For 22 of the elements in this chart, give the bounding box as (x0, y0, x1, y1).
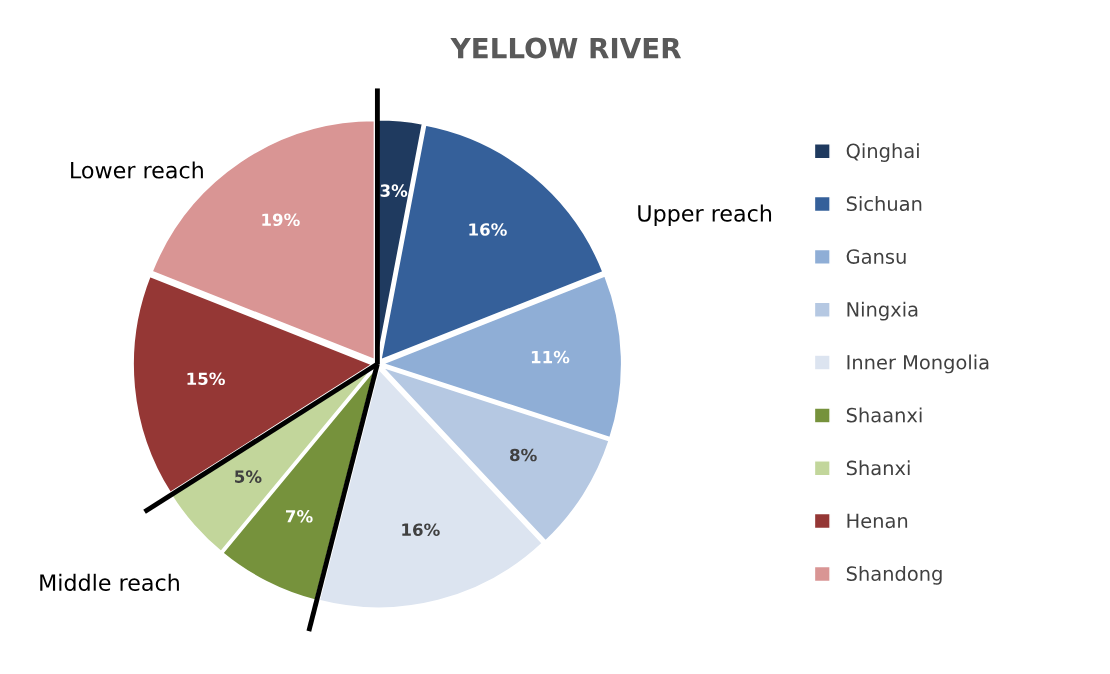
legend-label: Shanxi (846, 460, 910, 476)
data-label: 19% (262, 213, 300, 227)
legend-label: Inner Mongolia (847, 354, 989, 374)
text: Lower reach (71, 161, 203, 179)
data-label: 15% (187, 372, 225, 386)
data-label: 3% (380, 184, 408, 197)
text: Middle reach (40, 573, 179, 591)
data-label: 5% (235, 470, 262, 483)
data-label: 7% (286, 510, 313, 523)
legend-label: Gansu (846, 249, 906, 264)
data-label: 8% (510, 448, 537, 462)
data-label: 11% (531, 350, 570, 364)
legend-label: Sichuan (846, 196, 922, 212)
data-label: 16% (402, 523, 440, 536)
chart-title: YELLOW RIVER (450, 37, 682, 59)
text: Upper reach (638, 204, 772, 227)
legend-label: Qinghai (846, 143, 919, 162)
legend-label: Shaanxi (846, 407, 922, 423)
legend-label: Henan (847, 513, 908, 529)
data-label: 16% (469, 223, 507, 236)
legend-label: Ningxia (847, 301, 918, 321)
legend-label: Shandong (846, 565, 942, 585)
